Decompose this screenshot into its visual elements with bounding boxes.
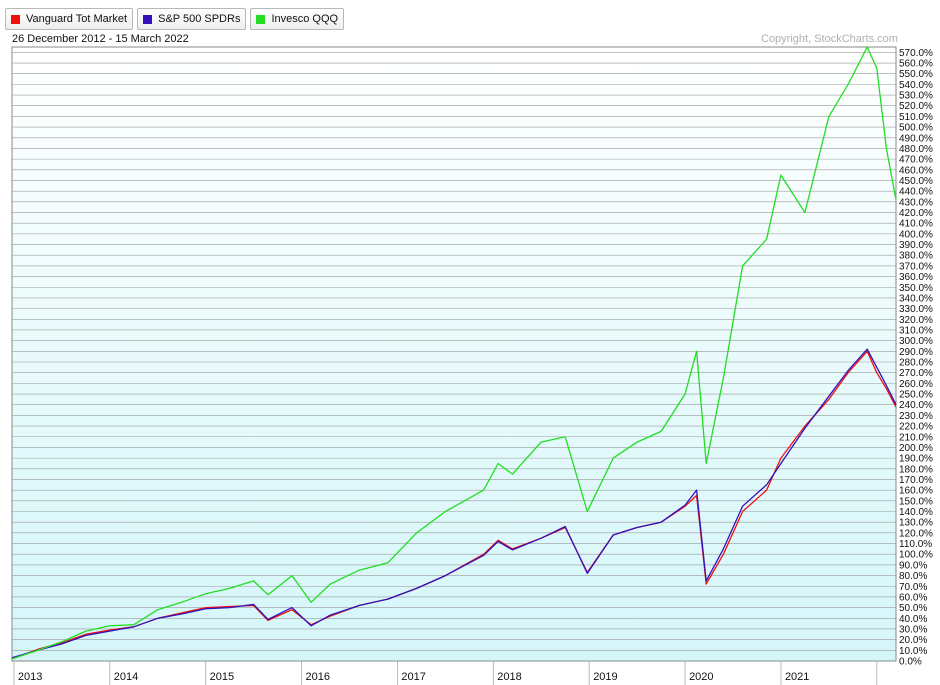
y-tick-label: 80.0% (899, 571, 927, 582)
y-tick-label: 250.0% (899, 390, 933, 401)
y-tick-label: 530.0% (899, 91, 933, 102)
x-tick-label: 2018 (497, 671, 521, 683)
y-tick-label: 330.0% (899, 304, 933, 315)
y-tick-label: 10.0% (899, 646, 927, 657)
x-tick-label: 2016 (306, 671, 330, 683)
y-tick-label: 190.0% (899, 454, 933, 465)
series-line-vanguard-tot-market (11, 350, 897, 660)
y-tick-label: 550.0% (899, 69, 933, 80)
y-tick-label: 160.0% (899, 486, 933, 497)
y-tick-label: 400.0% (899, 229, 933, 240)
x-tick-label: 2019 (593, 671, 617, 683)
legend-item-vanguard[interactable]: Vanguard Tot Market (5, 8, 134, 30)
y-tick-label: 210.0% (899, 432, 933, 443)
y-tick-label: 280.0% (899, 358, 933, 369)
y-tick-label: 500.0% (899, 123, 933, 134)
y-tick-label: 540.0% (899, 80, 933, 91)
y-tick-label: 480.0% (899, 144, 933, 155)
y-tick-label: 70.0% (899, 582, 927, 593)
y-tick-label: 380.0% (899, 251, 933, 262)
x-tick-label: 2017 (401, 671, 425, 683)
y-tick-label: 240.0% (899, 400, 933, 411)
y-tick-label: 420.0% (899, 208, 933, 219)
y-tick-label: 110.0% (899, 539, 932, 550)
legend: Vanguard Tot Market S&P 500 SPDRs Invesc… (5, 8, 345, 30)
y-tick-label: 220.0% (899, 422, 933, 433)
y-tick-label: 200.0% (899, 443, 933, 454)
y-tick-label: 370.0% (899, 261, 933, 272)
x-tick-label: 2014 (114, 671, 138, 683)
y-tick-label: 320.0% (899, 315, 933, 326)
y-tick-label: 300.0% (899, 336, 933, 347)
x-axis: 2013 2014 2015 2016 2017 2018 2019 2020 2021 (12, 660, 896, 685)
legend-label: S&P 500 SPDRs (158, 13, 241, 25)
y-tick-label: 410.0% (899, 219, 933, 230)
chart-header: Vanguard Tot Market S&P 500 SPDRs Invesc… (0, 0, 940, 32)
y-tick-label: 90.0% (899, 560, 927, 571)
y-tick-label: 180.0% (899, 464, 933, 475)
copyright-text: Copyright, StockCharts.com (761, 33, 898, 45)
y-tick-label: 390.0% (899, 240, 933, 251)
series-line-invesco-qqq (11, 46, 897, 660)
y-tick-label: 430.0% (899, 197, 933, 208)
legend-swatch-green (256, 14, 266, 24)
y-tick-label: 290.0% (899, 347, 933, 358)
legend-swatch-blue (143, 14, 153, 24)
y-tick-label: 30.0% (899, 624, 927, 635)
y-tick-label: 470.0% (899, 155, 933, 166)
y-tick-label: 520.0% (899, 101, 933, 112)
y-tick-label: 20.0% (899, 635, 927, 646)
y-tick-label: 450.0% (899, 176, 933, 187)
y-tick-label: 560.0% (899, 59, 933, 70)
series-lines (11, 46, 897, 660)
y-tick-label: 340.0% (899, 293, 933, 304)
y-tick-label: 310.0% (899, 325, 933, 336)
y-tick-label: 490.0% (899, 133, 933, 144)
legend-label: Vanguard Tot Market (26, 13, 128, 25)
y-tick-label: 170.0% (899, 475, 933, 486)
y-tick-label: 100.0% (899, 550, 933, 561)
y-tick-label: 460.0% (899, 165, 933, 176)
legend-item-qqq[interactable]: Invesco QQQ (250, 8, 345, 30)
x-tick-label: 2021 (785, 671, 809, 683)
y-tick-label: 60.0% (899, 592, 927, 603)
y-tick-label: 350.0% (899, 283, 933, 294)
legend-swatch-red (11, 14, 20, 24)
y-tick-label: 230.0% (899, 411, 933, 422)
x-tick-label: 2020 (689, 671, 713, 683)
y-axis: 0.0%10.0%20.0%30.0%40.0%50.0%60.0%70.0%8… (899, 48, 933, 668)
y-tick-label: 510.0% (899, 112, 933, 123)
y-tick-label: 270.0% (899, 368, 933, 379)
legend-label: Invesco QQQ (271, 13, 339, 25)
y-tick-label: 260.0% (899, 379, 933, 390)
legend-item-spdr[interactable]: S&P 500 SPDRs (137, 8, 247, 30)
y-tick-label: 120.0% (899, 528, 933, 539)
y-tick-label: 150.0% (899, 496, 933, 507)
y-tick-label: 130.0% (899, 518, 933, 529)
y-tick-label: 50.0% (899, 603, 927, 614)
plot-area (11, 46, 897, 662)
x-tick-label: 2015 (210, 671, 234, 683)
y-tick-label: 0.0% (899, 657, 922, 668)
series-line-s-p-500-spdrs (11, 348, 897, 659)
x-tick-label: 2013 (18, 671, 42, 683)
grid-lines (12, 52, 896, 662)
y-tick-label: 440.0% (899, 187, 933, 198)
y-tick-label: 140.0% (899, 507, 933, 518)
y-tick-label: 40.0% (899, 614, 927, 625)
date-range-label: 26 December 2012 - 15 March 2022 (12, 33, 189, 45)
y-tick-label: 360.0% (899, 272, 933, 283)
y-tick-label: 570.0% (899, 48, 933, 59)
